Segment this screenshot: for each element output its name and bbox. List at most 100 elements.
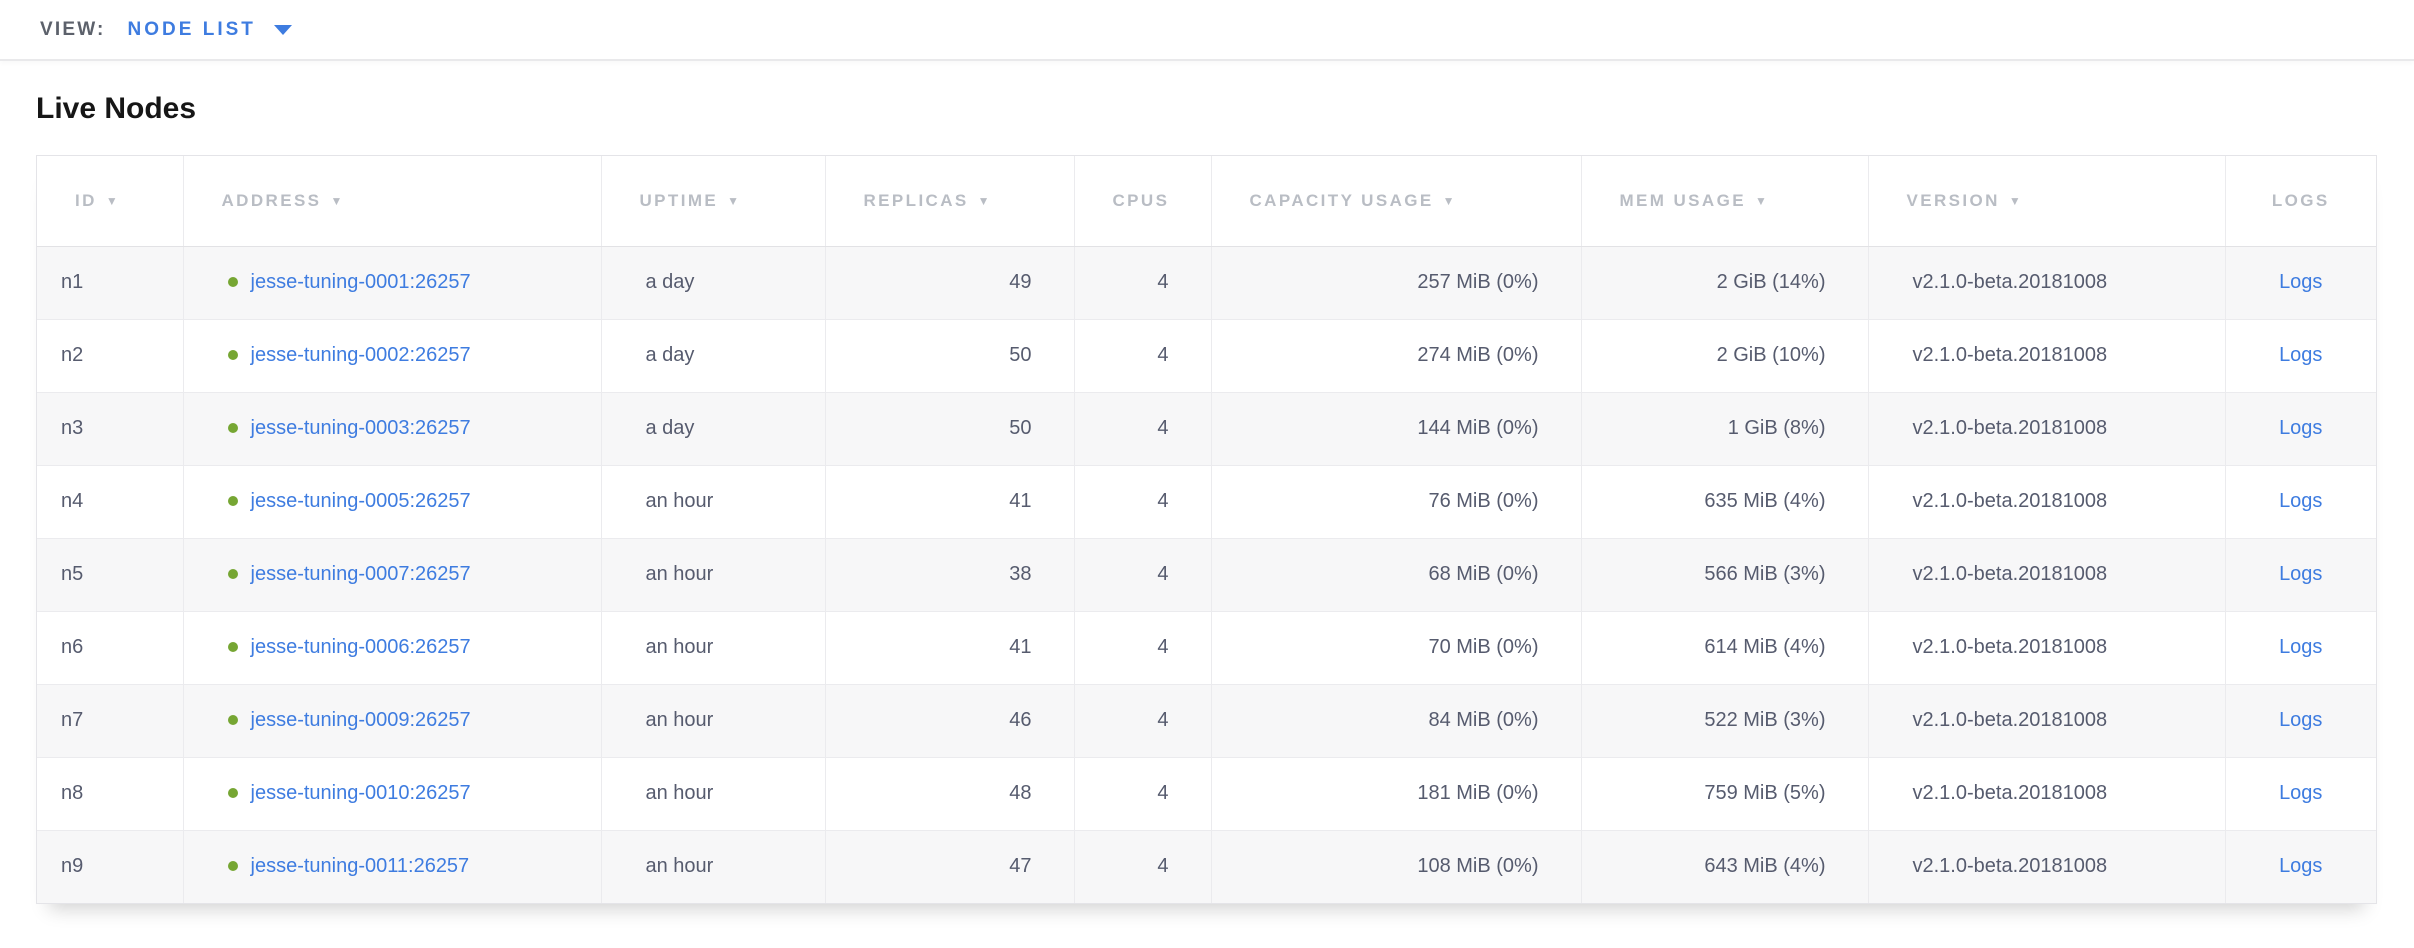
view-selector-bar: VIEW: NODE LIST <box>0 0 2414 61</box>
uptime-cell: an hour <box>600 610 825 684</box>
capacity-usage-cell: 70 MiB (0%) <box>1210 610 1581 684</box>
node-address-link[interactable]: jesse-tuning-0002:26257 <box>250 344 471 366</box>
node-address-cell: jesse-tuning-0009:26257 <box>182 683 601 757</box>
version-cell: v2.1.0-beta.20181008 <box>1867 245 2225 319</box>
version-cell: v2.1.0-beta.20181008 <box>1867 683 2225 757</box>
version-cell: v2.1.0-beta.20181008 <box>1867 756 2225 830</box>
replicas-cell: 50 <box>824 391 1074 465</box>
mem-usage-cell: 2 GiB (14%) <box>1580 245 1868 319</box>
column-header-label: CAPACITY USAGE <box>1249 190 1434 210</box>
capacity-usage-cell: 181 MiB (0%) <box>1210 756 1581 830</box>
page-title: Live Nodes <box>36 92 197 125</box>
node-address-link[interactable]: jesse-tuning-0001:26257 <box>250 271 471 293</box>
version-cell: v2.1.0-beta.20181008 <box>1867 464 2225 538</box>
live-nodes-table-container: ID ▼ ADDRESS ▼ UPTIME ▼ REPLICAS ▼ CPUS CAPA… <box>36 155 2377 904</box>
capacity-usage-cell: 144 MiB (0%) <box>1210 391 1581 465</box>
logs-cell: Logs <box>2224 245 2376 319</box>
logs-cell: Logs <box>2224 318 2376 392</box>
node-address-link[interactable]: jesse-tuning-0010:26257 <box>250 782 471 804</box>
logs-link[interactable]: Logs <box>2279 636 2323 658</box>
logs-link[interactable]: Logs <box>2279 709 2323 731</box>
logs-link[interactable]: Logs <box>2279 855 2323 878</box>
table-header-row: ID ▼ ADDRESS ▼ UPTIME ▼ REPLICAS ▼ CPUS CAPA… <box>37 156 2376 247</box>
mem-usage-cell: 1 GiB (8%) <box>1580 391 1868 465</box>
mem-usage-cell: 2 GiB (10%) <box>1580 318 1868 392</box>
mem-usage-cell: 643 MiB (4%) <box>1580 829 1868 903</box>
column-header-mem-usage[interactable]: MEM USAGE ▼ <box>1580 156 1868 247</box>
table-row: n4 jesse-tuning-0005:26257 an hour 41 4 76 Mi… <box>37 464 2376 538</box>
node-id-cell: n3 <box>37 391 183 465</box>
view-dropdown-value: NODE LIST <box>127 18 256 40</box>
view-dropdown[interactable]: NODE LIST <box>128 19 292 41</box>
live-status-dot-icon <box>227 350 238 360</box>
cpus-cell: 4 <box>1073 683 1211 757</box>
cpus-cell: 4 <box>1073 464 1211 538</box>
uptime-cell: a day <box>600 391 825 465</box>
caret-down-icon <box>273 24 292 35</box>
replicas-cell: 41 <box>824 464 1074 538</box>
table-row: n7 jesse-tuning-0009:26257 an hour 46 4 84 Mi… <box>37 683 2376 757</box>
capacity-usage-cell: 108 MiB (0%) <box>1210 829 1581 903</box>
logs-link[interactable]: Logs <box>2279 417 2323 439</box>
logs-cell: Logs <box>2224 464 2376 538</box>
live-status-dot-icon <box>227 496 238 506</box>
uptime-cell: a day <box>600 318 825 392</box>
column-header-uptime[interactable]: UPTIME ▼ <box>600 156 825 247</box>
column-header-id[interactable]: ID ▼ <box>37 156 183 247</box>
logs-cell: Logs <box>2224 756 2376 830</box>
logs-cell: Logs <box>2224 683 2376 757</box>
column-header-replicas[interactable]: REPLICAS ▼ <box>824 156 1074 247</box>
table-row: n9 jesse-tuning-0011:26257 an hour 47 4 108 M… <box>37 829 2376 903</box>
sort-desc-icon: ▼ <box>1442 193 1455 208</box>
replicas-cell: 47 <box>824 829 1074 903</box>
live-status-dot-icon <box>227 715 238 725</box>
live-status-dot-icon <box>227 569 238 579</box>
live-status-dot-icon <box>227 861 238 872</box>
version-cell: v2.1.0-beta.20181008 <box>1867 318 2225 392</box>
capacity-usage-cell: 84 MiB (0%) <box>1210 683 1581 757</box>
column-header-capacity-usage[interactable]: CAPACITY USAGE ▼ <box>1210 156 1581 247</box>
node-address-cell: jesse-tuning-0007:26257 <box>182 537 601 611</box>
replicas-cell: 48 <box>824 756 1074 830</box>
column-header-label: CPUS <box>1112 190 1170 210</box>
column-header-address[interactable]: ADDRESS ▼ <box>182 156 601 247</box>
logs-link[interactable]: Logs <box>2279 271 2323 293</box>
table-row: n5 jesse-tuning-0007:26257 an hour 38 4 68 Mi… <box>37 537 2376 611</box>
version-cell: v2.1.0-beta.20181008 <box>1867 829 2225 903</box>
node-id-cell: n1 <box>37 245 183 319</box>
cpus-cell: 4 <box>1073 537 1211 611</box>
logs-link[interactable]: Logs <box>2279 563 2323 585</box>
node-address-link[interactable]: jesse-tuning-0003:26257 <box>250 417 471 439</box>
node-address-link[interactable]: jesse-tuning-0005:26257 <box>250 490 471 512</box>
table-body: n1 jesse-tuning-0001:26257 a day 49 4 257 MiB… <box>37 245 2376 903</box>
cpus-cell: 4 <box>1073 391 1211 465</box>
table-row: n2 jesse-tuning-0002:26257 a day 50 4 274 MiB… <box>37 318 2376 392</box>
mem-usage-cell: 635 MiB (4%) <box>1580 464 1868 538</box>
node-id-cell: n6 <box>37 610 183 684</box>
live-status-dot-icon <box>227 788 238 798</box>
node-address-cell: jesse-tuning-0001:26257 <box>182 245 601 319</box>
logs-link[interactable]: Logs <box>2279 344 2323 366</box>
node-address-link[interactable]: jesse-tuning-0011:26257 <box>250 855 470 878</box>
cpus-cell: 4 <box>1073 756 1211 830</box>
column-header-label: VERSION <box>1906 190 2000 210</box>
replicas-cell: 38 <box>824 537 1074 611</box>
cpus-cell: 4 <box>1073 610 1211 684</box>
node-address-link[interactable]: jesse-tuning-0007:26257 <box>250 563 471 585</box>
logs-link[interactable]: Logs <box>2279 490 2323 512</box>
column-header-version[interactable]: VERSION ▼ <box>1867 156 2225 247</box>
capacity-usage-cell: 257 MiB (0%) <box>1210 245 1581 319</box>
node-address-link[interactable]: jesse-tuning-0009:26257 <box>250 709 471 731</box>
logs-link[interactable]: Logs <box>2279 782 2323 804</box>
replicas-cell: 50 <box>824 318 1074 392</box>
cpus-cell: 4 <box>1073 245 1211 319</box>
sort-desc-icon: ▼ <box>727 193 740 208</box>
uptime-cell: an hour <box>600 464 825 538</box>
node-address-cell: jesse-tuning-0002:26257 <box>182 318 601 392</box>
node-address-link[interactable]: jesse-tuning-0006:26257 <box>250 636 471 658</box>
live-status-dot-icon <box>227 277 238 287</box>
column-header-label: UPTIME <box>639 190 719 210</box>
uptime-cell: an hour <box>600 683 825 757</box>
node-id-cell: n9 <box>37 829 183 903</box>
logs-cell: Logs <box>2224 829 2376 903</box>
